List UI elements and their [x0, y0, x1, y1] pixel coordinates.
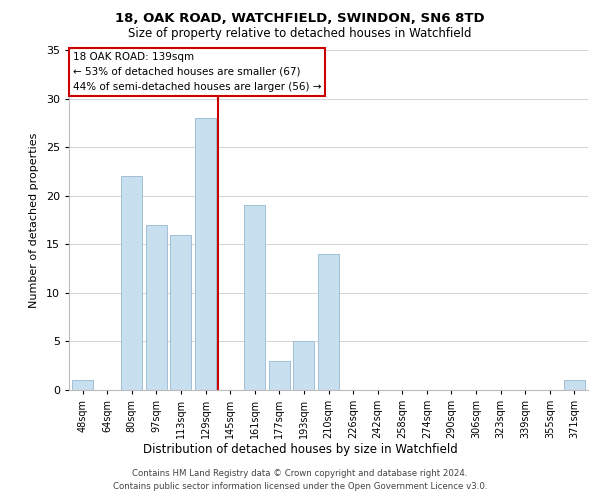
Bar	[293, 342, 314, 390]
Bar	[564, 380, 585, 390]
Text: Contains HM Land Registry data © Crown copyright and database right 2024.: Contains HM Land Registry data © Crown c…	[132, 468, 468, 477]
Text: Distribution of detached houses by size in Watchfield: Distribution of detached houses by size …	[143, 442, 457, 456]
Bar	[269, 361, 290, 390]
Text: Contains public sector information licensed under the Open Government Licence v3: Contains public sector information licen…	[113, 482, 487, 491]
Y-axis label: Number of detached properties: Number of detached properties	[29, 132, 39, 308]
Bar	[195, 118, 216, 390]
Bar	[318, 254, 339, 390]
Text: Size of property relative to detached houses in Watchfield: Size of property relative to detached ho…	[128, 28, 472, 40]
Bar	[121, 176, 142, 390]
Bar	[170, 234, 191, 390]
Bar	[244, 206, 265, 390]
Text: 18, OAK ROAD, WATCHFIELD, SWINDON, SN6 8TD: 18, OAK ROAD, WATCHFIELD, SWINDON, SN6 8…	[115, 12, 485, 26]
Bar	[72, 380, 93, 390]
Bar	[146, 225, 167, 390]
Text: 18 OAK ROAD: 139sqm
← 53% of detached houses are smaller (67)
44% of semi-detach: 18 OAK ROAD: 139sqm ← 53% of detached ho…	[73, 52, 321, 92]
